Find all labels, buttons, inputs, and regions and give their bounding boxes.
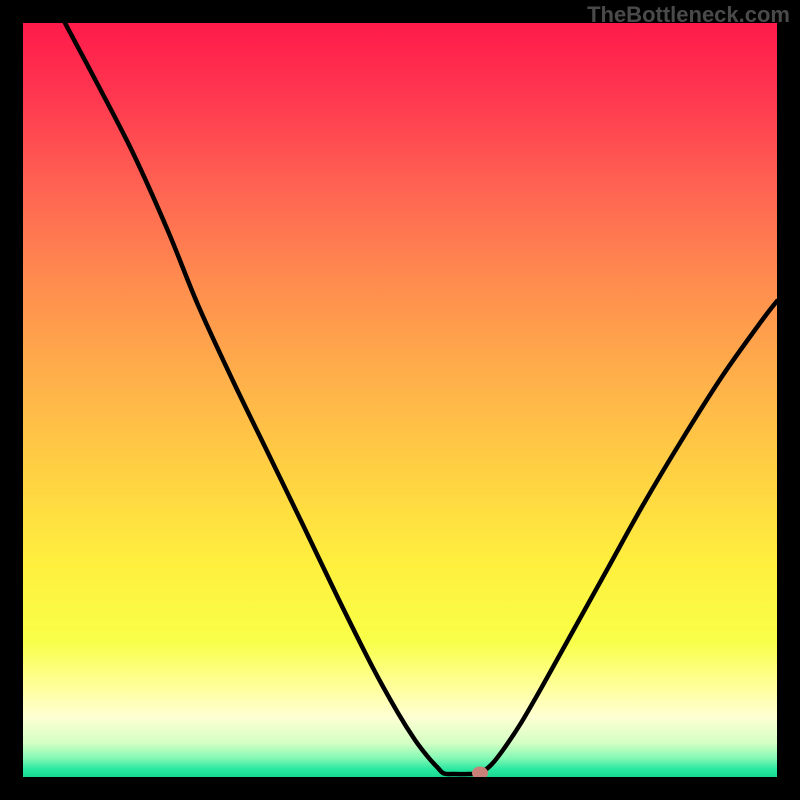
sweet-spot-marker (472, 767, 488, 778)
chart-frame: TheBottleneck.com (0, 0, 800, 800)
bottleneck-curve (65, 23, 777, 774)
plot-area (23, 23, 777, 777)
curve-layer (23, 23, 777, 777)
watermark-text: TheBottleneck.com (587, 2, 790, 28)
